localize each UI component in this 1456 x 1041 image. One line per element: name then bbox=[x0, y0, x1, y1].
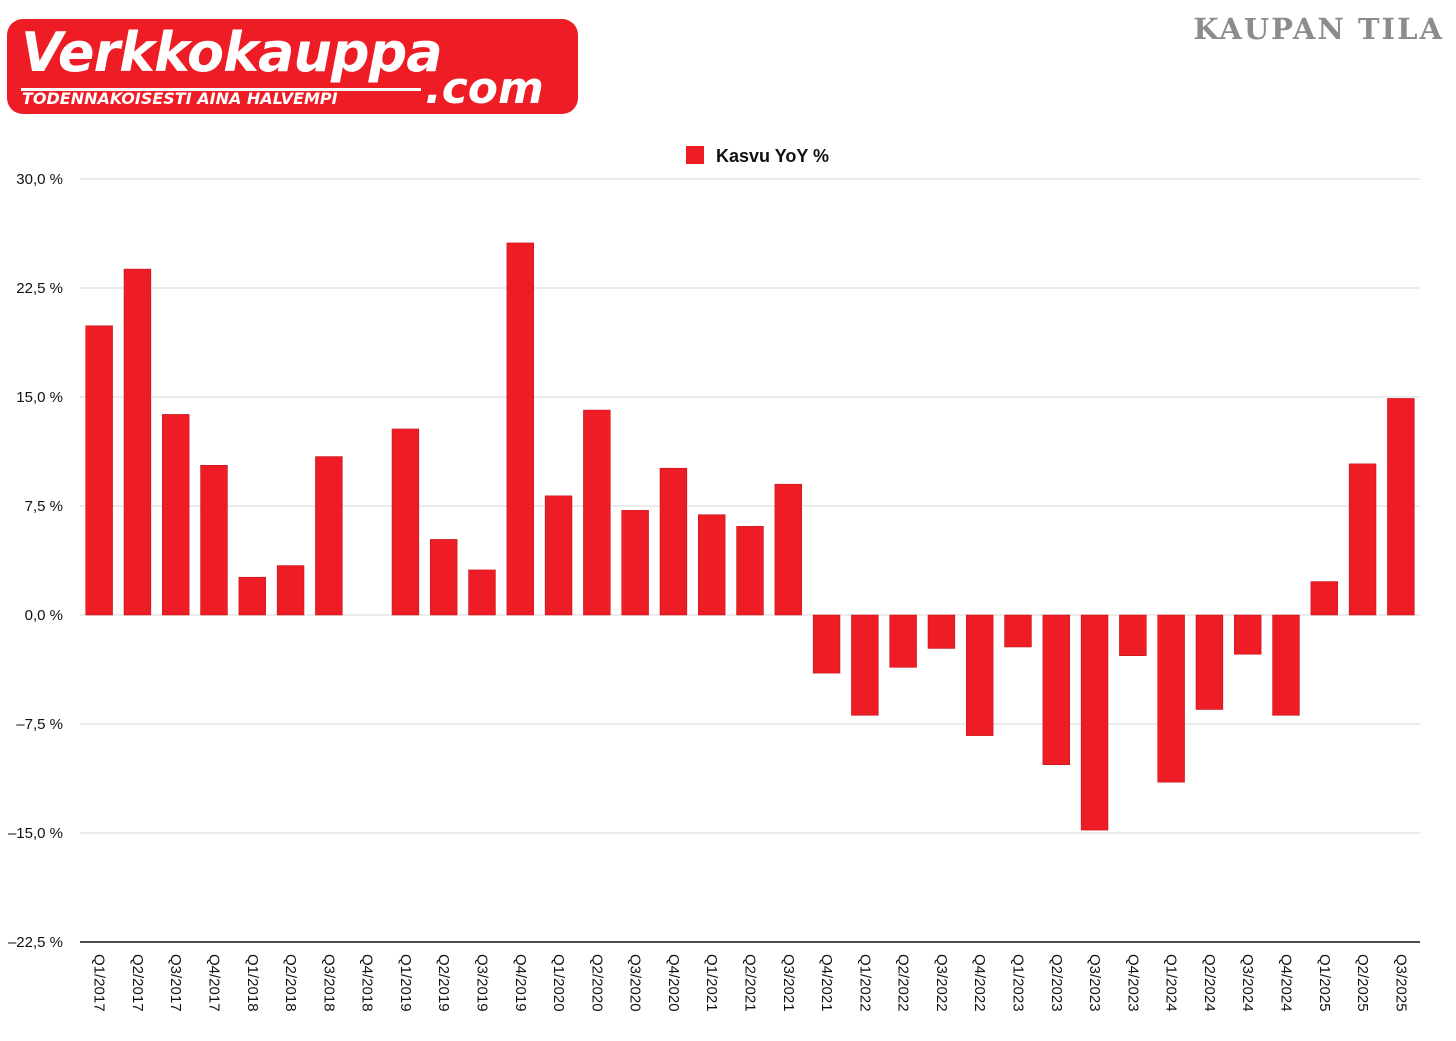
x-tick-label: Q1/2024 bbox=[1163, 954, 1180, 1012]
x-tick-label: Q3/2024 bbox=[1239, 954, 1256, 1012]
y-tick-label: 0,0 % bbox=[25, 607, 63, 624]
y-axis-tick-labels: 30,0 % 22,5 % 15,0 % 7,5 % 0,0 % –7,5 % –15,0 … bbox=[8, 171, 63, 951]
bar bbox=[1234, 614, 1262, 655]
x-tick-label: Q4/2020 bbox=[665, 954, 682, 1012]
bar bbox=[966, 614, 994, 736]
bar bbox=[276, 565, 305, 616]
x-tick-label: Q3/2022 bbox=[933, 954, 950, 1012]
bar bbox=[544, 495, 573, 616]
bar bbox=[621, 510, 649, 616]
logo-domain: .com bbox=[425, 63, 544, 114]
verkkokauppa-logo: Verkkokauppa TODENNÄKÖISESTI AINA HALVEM… bbox=[7, 19, 578, 114]
bar bbox=[1157, 614, 1185, 783]
x-tick-label: Q4/2017 bbox=[206, 954, 223, 1012]
bar bbox=[238, 576, 266, 616]
bar bbox=[1310, 581, 1338, 616]
x-tick-label: Q3/2020 bbox=[627, 954, 644, 1012]
x-tick-label: Q3/2021 bbox=[780, 954, 797, 1012]
bar bbox=[162, 414, 190, 616]
legend-swatch bbox=[686, 146, 704, 164]
legend-label: Kasvu YoY % bbox=[716, 146, 829, 166]
x-tick-label: Q1/2019 bbox=[397, 954, 414, 1012]
bar bbox=[1119, 614, 1147, 656]
x-tick-label: Q2/2022 bbox=[895, 954, 912, 1012]
bar bbox=[889, 614, 917, 668]
logo-tagline: TODENNÄKÖISESTI AINA HALVEMPI bbox=[22, 89, 338, 108]
x-tick-label: Q2/2023 bbox=[1048, 954, 1065, 1012]
x-tick-label: Q2/2025 bbox=[1354, 954, 1371, 1012]
bar bbox=[1195, 614, 1224, 710]
x-tick-label: Q2/2021 bbox=[742, 954, 759, 1012]
bar bbox=[851, 614, 879, 716]
brand-title: KAUPAN TILA bbox=[1193, 12, 1444, 46]
x-tick-label: Q4/2024 bbox=[1278, 954, 1295, 1012]
bar bbox=[200, 465, 228, 616]
bar bbox=[812, 614, 841, 674]
bar bbox=[583, 409, 611, 616]
bar bbox=[659, 467, 688, 616]
x-tick-label: Q1/2025 bbox=[1316, 954, 1333, 1012]
x-tick-label: Q3/2017 bbox=[167, 954, 184, 1012]
x-tick-label: Q4/2023 bbox=[1124, 954, 1141, 1012]
y-tick-label: 30,0 % bbox=[16, 171, 63, 188]
x-tick-label: Q4/2021 bbox=[818, 954, 835, 1012]
bar bbox=[736, 526, 764, 616]
x-tick-label: Q3/2018 bbox=[320, 954, 337, 1012]
bar bbox=[1004, 614, 1032, 648]
bars bbox=[85, 242, 1415, 831]
bar bbox=[123, 268, 152, 616]
x-tick-label: Q2/2017 bbox=[129, 954, 146, 1012]
bar bbox=[391, 428, 420, 616]
x-tick-label: Q2/2018 bbox=[282, 954, 299, 1012]
x-tick-label: Q1/2020 bbox=[550, 954, 567, 1012]
x-tick-label: Q3/2019 bbox=[474, 954, 491, 1012]
bar bbox=[774, 483, 802, 616]
x-tick-label: Q2/2020 bbox=[588, 954, 605, 1012]
gridlines bbox=[80, 178, 1420, 834]
bar bbox=[85, 325, 113, 616]
y-tick-label: –7,5 % bbox=[16, 716, 63, 733]
legend: Kasvu YoY % bbox=[686, 146, 829, 166]
bar bbox=[315, 456, 343, 616]
x-tick-label: Q1/2017 bbox=[91, 954, 108, 1012]
bar bbox=[430, 539, 458, 616]
x-tick-label: Q3/2025 bbox=[1392, 954, 1409, 1012]
bar bbox=[1387, 398, 1415, 616]
bar bbox=[506, 242, 534, 616]
bar bbox=[1348, 463, 1377, 616]
bar bbox=[1272, 614, 1300, 716]
x-tick-label: Q1/2022 bbox=[856, 954, 873, 1012]
logo-wordmark: Verkkokauppa bbox=[21, 21, 443, 84]
x-tick-label: Q1/2021 bbox=[703, 954, 720, 1012]
x-axis-tick-labels: Q1/2017 Q2/2017 Q3/2017 Q4/2017 Q1/2018 Q2/20… bbox=[91, 954, 1410, 1012]
logo-underline bbox=[21, 88, 421, 91]
y-tick-label: 15,0 % bbox=[16, 389, 63, 406]
y-tick-label: –22,5 % bbox=[8, 934, 63, 951]
bar bbox=[1080, 614, 1109, 831]
bar bbox=[468, 569, 496, 616]
bar bbox=[698, 514, 726, 616]
x-tick-label: Q1/2023 bbox=[1010, 954, 1027, 1012]
x-tick-label: Q4/2018 bbox=[359, 954, 376, 1012]
y-tick-label: 22,5 % bbox=[16, 280, 63, 297]
bar bbox=[927, 614, 956, 649]
x-tick-label: Q1/2018 bbox=[244, 954, 261, 1012]
x-tick-label: Q4/2022 bbox=[971, 954, 988, 1012]
y-tick-label: 7,5 % bbox=[25, 498, 63, 515]
x-tick-label: Q3/2023 bbox=[1086, 954, 1103, 1012]
x-tick-label: Q4/2019 bbox=[512, 954, 529, 1012]
x-tick-label: Q2/2019 bbox=[435, 954, 452, 1012]
bar bbox=[1042, 614, 1070, 765]
y-tick-label: –15,0 % bbox=[8, 825, 63, 842]
x-tick-label: Q2/2024 bbox=[1201, 954, 1218, 1012]
